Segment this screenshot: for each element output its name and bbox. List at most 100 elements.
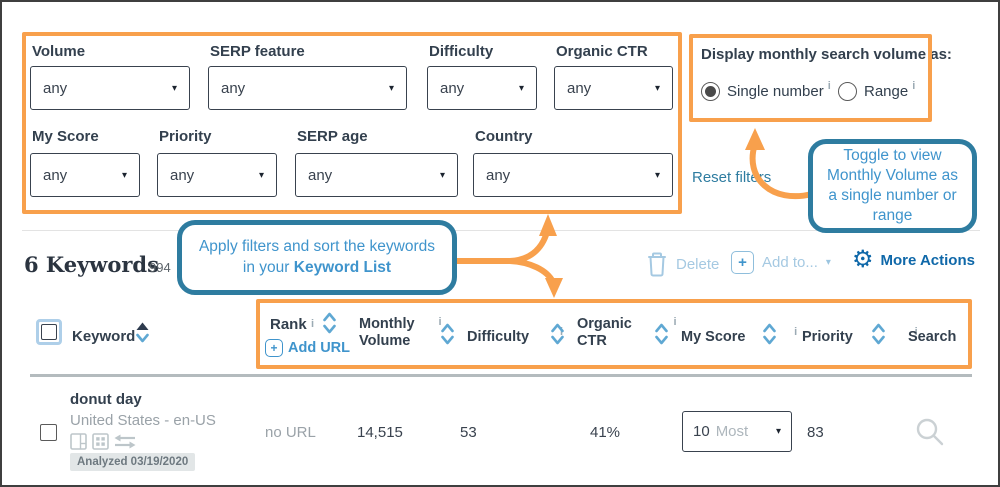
serp-layout-icon[interactable] xyxy=(70,433,87,450)
filter-label-volume: Volume xyxy=(32,43,86,60)
organic-ctr-cell: 41% xyxy=(590,424,621,441)
select-all-checkbox[interactable] xyxy=(36,319,62,345)
chevron-down-icon: ▾ xyxy=(258,169,264,181)
column-search: Search xyxy=(908,329,957,345)
chevron-down-icon: ▾ xyxy=(439,169,445,181)
keyword-count-heading: 6 Keywords xyxy=(24,252,159,277)
my-score-filter-select[interactable]: any ▾ xyxy=(30,153,140,197)
my-score-select[interactable]: 10 Most ▾ xyxy=(682,411,792,452)
sort-icon-rank[interactable] xyxy=(322,311,337,335)
serp-features-grid-icon[interactable] xyxy=(92,433,109,450)
priority-filter-value: any xyxy=(170,166,195,184)
organic-ctr-filter-value: any xyxy=(567,79,592,97)
info-icon[interactable]: i xyxy=(311,318,315,330)
more-actions-button[interactable]: ⚙ More Actions xyxy=(852,248,975,272)
chevron-down-icon: ▾ xyxy=(654,169,660,181)
filter-label-serp-feature: SERP feature xyxy=(210,43,305,60)
volume-filter-select[interactable]: any ▾ xyxy=(30,66,190,110)
more-actions-label: More Actions xyxy=(880,251,975,269)
keyword-subcount: 994 xyxy=(149,260,171,275)
serp-age-filter-value: any xyxy=(308,166,333,184)
filter-label-priority: Priority xyxy=(159,128,212,145)
trash-icon xyxy=(648,252,666,277)
info-icon[interactable]: i xyxy=(914,326,918,338)
info-icon[interactable]: i xyxy=(912,79,916,92)
reset-filters-link[interactable]: Reset filters xyxy=(692,169,772,186)
arrow-to-filters xyxy=(507,229,550,264)
row-checkbox[interactable] xyxy=(40,424,57,441)
info-icon[interactable]: i xyxy=(673,316,677,328)
column-monthly-volume: Monthly Volume xyxy=(359,316,415,349)
country-filter-select[interactable]: any ▾ xyxy=(473,153,673,197)
filter-label-serp-age: SERP age xyxy=(297,128,368,145)
chevron-down-icon: ▾ xyxy=(654,82,660,94)
arrowhead-down-icon xyxy=(545,278,563,298)
arrowhead-up-icon xyxy=(539,214,557,236)
add-url-button[interactable]: + Add URL xyxy=(265,339,350,357)
sort-icon-priority[interactable] xyxy=(871,322,886,346)
sort-icon-keyword-asc[interactable] xyxy=(135,320,150,344)
chevron-down-icon: ▾ xyxy=(121,169,127,181)
radio-unselected-icon[interactable] xyxy=(838,82,857,101)
filter-label-my-score: My Score xyxy=(32,128,99,145)
rank-cell: no URL xyxy=(265,424,316,441)
compare-arrows-icon[interactable] xyxy=(114,433,136,450)
my-score-unit: Most xyxy=(715,423,749,440)
volume-display-highlight xyxy=(689,34,932,122)
difficulty-filter-value: any xyxy=(440,79,465,97)
priority-filter-select[interactable]: any ▾ xyxy=(157,153,277,197)
delete-button[interactable]: Delete xyxy=(646,251,719,277)
radio-option-single-number[interactable]: Single number i xyxy=(701,79,831,101)
priority-cell: 83 xyxy=(807,424,824,441)
keyword-locale: United States - en-US xyxy=(70,412,216,429)
radio-option-range[interactable]: Range i xyxy=(838,79,916,101)
add-to-button[interactable]: + Add to... ▾ xyxy=(731,251,831,274)
monthly-volume-cell: 14,515 xyxy=(357,424,403,441)
arrow-to-table-header xyxy=(507,258,556,285)
chevron-down-icon: ▾ xyxy=(388,82,394,94)
column-priority: Priority xyxy=(802,329,853,345)
column-difficulty: Difficulty xyxy=(467,329,530,345)
column-rank: Rank xyxy=(270,316,307,333)
serp-feature-filter-value: any xyxy=(221,79,246,97)
plus-icon: + xyxy=(731,251,754,274)
difficulty-filter-select[interactable]: any ▾ xyxy=(427,66,537,110)
callout-apply-filters: Apply filters and sort the keywords in y… xyxy=(177,220,457,295)
sort-icon-organic-ctr[interactable] xyxy=(654,322,669,346)
column-organic-ctr: Organic CTR xyxy=(577,316,632,349)
info-icon[interactable]: i xyxy=(560,326,564,338)
table-header-highlight xyxy=(256,299,972,369)
chevron-down-icon: ▾ xyxy=(171,82,177,94)
plus-icon: + xyxy=(265,339,283,357)
volume-display-title: Display monthly search volume as: xyxy=(701,46,952,63)
sort-icon-my-score[interactable] xyxy=(762,322,777,346)
callout-apply-bold: Keyword List xyxy=(293,258,392,276)
add-url-label: Add URL xyxy=(288,340,351,356)
organic-ctr-filter-select[interactable]: any ▾ xyxy=(554,66,673,110)
checkbox-inner xyxy=(41,324,57,340)
gear-icon: ⚙ xyxy=(852,246,874,273)
analyzed-badge: Analyzed 03/19/2020 xyxy=(70,453,196,471)
filter-label-organic-ctr: Organic CTR xyxy=(556,43,648,60)
radio-selected-icon[interactable] xyxy=(701,82,720,101)
callout-toggle-volume: Toggle to view Monthly Volume as a singl… xyxy=(808,139,977,233)
info-icon[interactable]: i xyxy=(438,316,442,328)
radio-label-range: Range xyxy=(864,83,909,100)
info-icon[interactable]: i xyxy=(827,79,831,92)
sort-icon-monthly-volume[interactable] xyxy=(440,322,455,346)
serp-age-filter-select[interactable]: any ▾ xyxy=(295,153,458,197)
radio-label-single-number: Single number xyxy=(727,83,824,100)
serp-feature-filter-select[interactable]: any ▾ xyxy=(208,66,407,110)
chevron-down-icon: ▾ xyxy=(775,426,781,437)
my-score-filter-value: any xyxy=(43,166,68,184)
column-keyword: Keyword xyxy=(72,328,136,345)
difficulty-cell: 53 xyxy=(460,424,477,441)
column-my-score: My Score xyxy=(681,329,746,345)
chevron-down-icon: ▾ xyxy=(825,257,831,268)
keyword-cell[interactable]: donut day xyxy=(70,391,142,408)
search-keyword-icon[interactable] xyxy=(915,417,945,447)
sort-icon-difficulty[interactable] xyxy=(550,322,565,346)
info-icon[interactable]: i xyxy=(794,326,798,338)
callout-apply-text: Apply filters and sort the keywords in y… xyxy=(198,238,436,276)
